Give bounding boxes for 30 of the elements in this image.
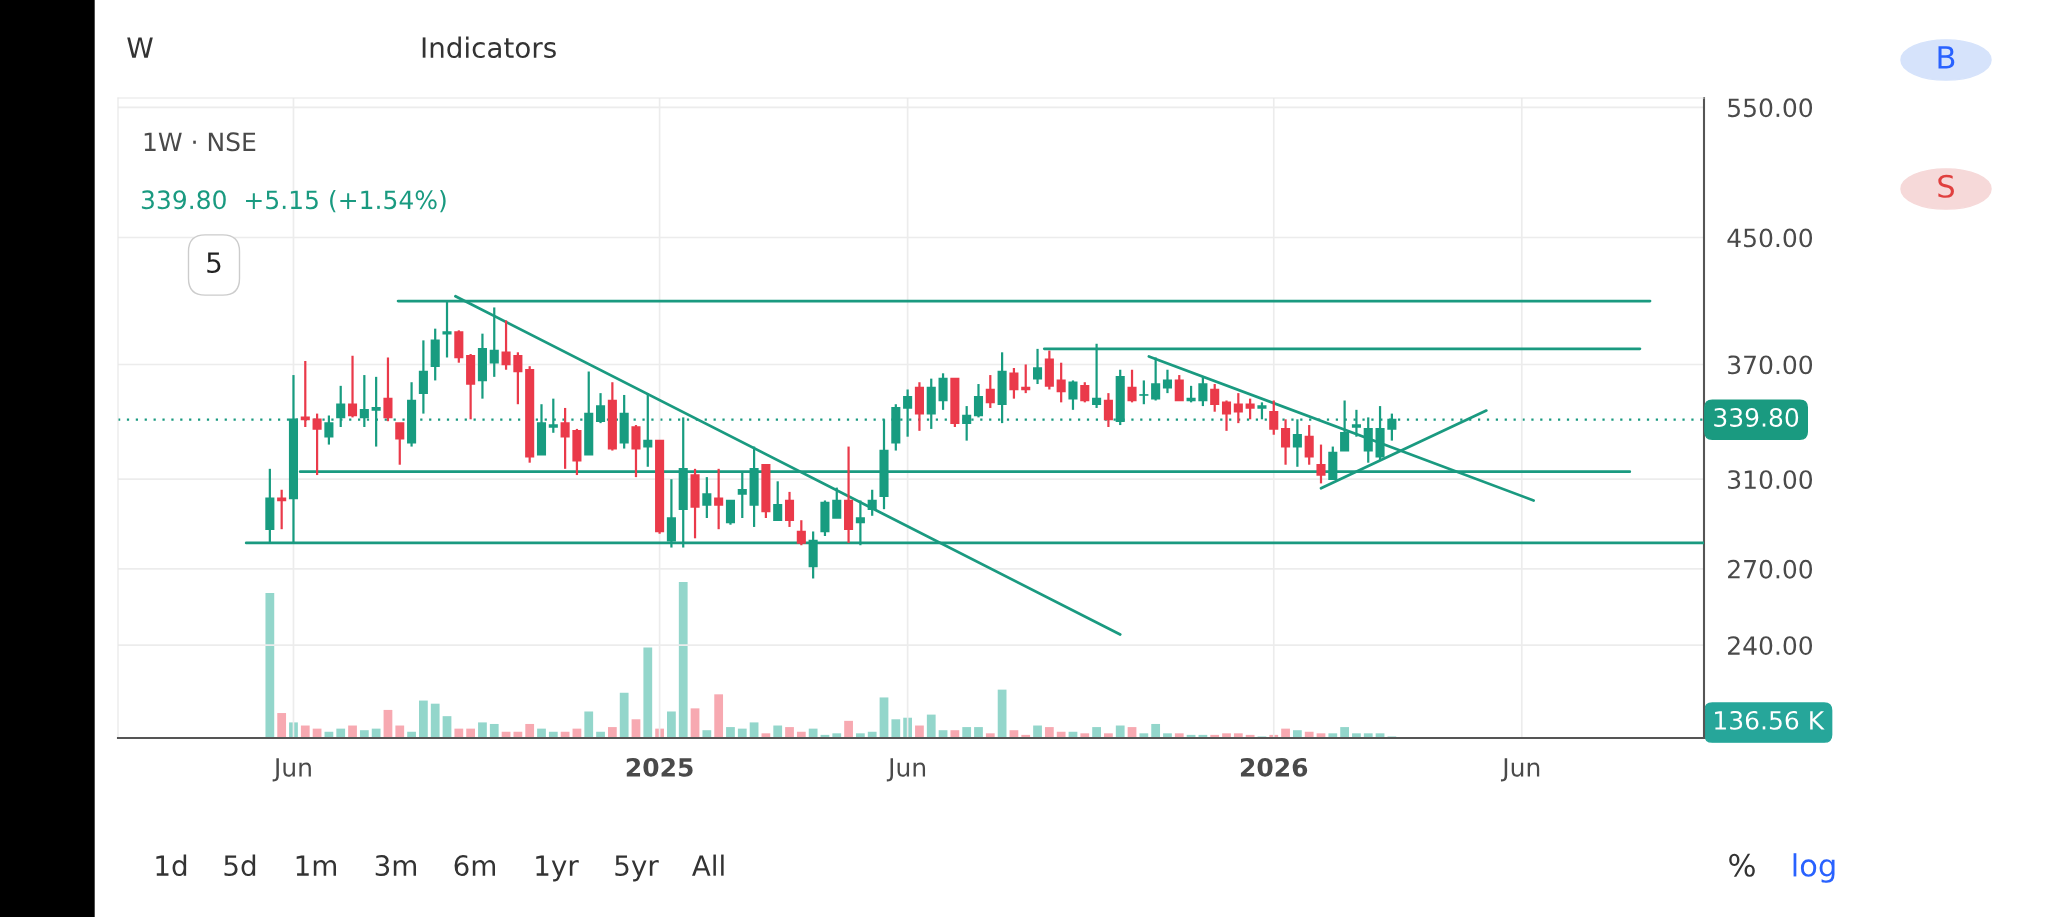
- text: 6m: [454, 855, 496, 877]
- text: 339.80 +5.15 (+1.54%): [141, 189, 446, 213]
- y-tick-label: 240.00: [1728, 636, 1813, 656]
- text: 5yr: [615, 855, 659, 882]
- text: 1yr: [536, 855, 579, 882]
- y-tick-label: 450.00: [1727, 228, 1813, 248]
- text: Indicators: [422, 36, 556, 59]
- ref-line-label: 339.80: [1714, 408, 1799, 427]
- x-tick-label: Jun: [272, 758, 311, 782]
- y-tick-label: 270.00: [1728, 559, 1813, 579]
- y-tick-label: 550.00: [1728, 98, 1813, 118]
- text: log: [1793, 853, 1835, 883]
- y-tick-label: 310.00: [1728, 470, 1813, 490]
- text: B: [1938, 46, 1955, 69]
- text: 136.56 K: [1715, 710, 1825, 730]
- x-tick-label: 2026: [1240, 757, 1308, 777]
- text: All: [692, 854, 724, 876]
- text: %: [1729, 853, 1755, 877]
- x-tick-label: Jun: [1500, 758, 1540, 782]
- y-tick-label: 370.00: [1728, 355, 1813, 375]
- text: 1m: [296, 855, 337, 876]
- text: 1W · NSE: [144, 132, 256, 152]
- x-tick-label: Jun: [886, 758, 926, 782]
- x-tick-label: 2025: [626, 757, 693, 777]
- text: 1d: [156, 854, 187, 877]
- text: 5d: [224, 854, 256, 877]
- text: W: [127, 37, 153, 58]
- text: S: [1938, 174, 1954, 198]
- annotation: 5: [207, 252, 221, 274]
- text: 3m: [375, 855, 417, 877]
